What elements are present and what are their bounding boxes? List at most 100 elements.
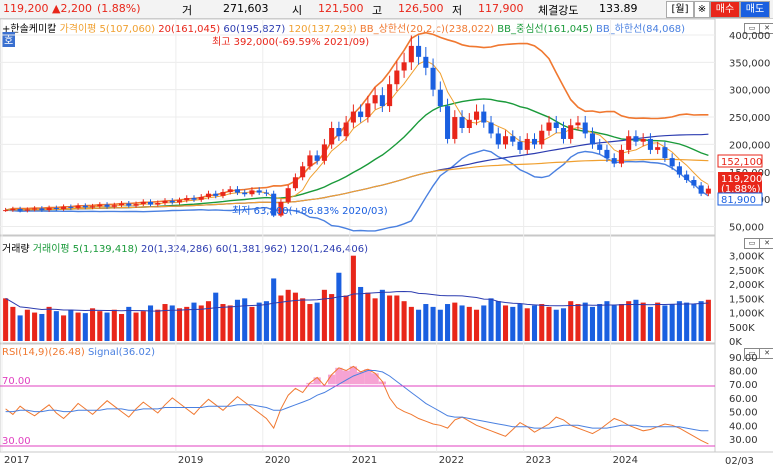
volume-bar (597, 304, 603, 341)
sell-button[interactable]: 매도 (740, 1, 770, 18)
volume-bar (676, 301, 682, 341)
volume-bar (618, 304, 624, 341)
volume-title: 거래량 (2, 244, 30, 255)
buy-button[interactable]: 매수 (710, 1, 740, 18)
candle-body (292, 177, 298, 189)
volume-bar (140, 311, 146, 341)
volume-bar (633, 299, 639, 341)
time-tick-label: 2024 (613, 455, 638, 466)
candle-body (575, 122, 581, 126)
candle-body (705, 188, 711, 194)
candle-body (82, 205, 88, 208)
volume-tick-label: 2,500K (729, 266, 765, 277)
vol-legend-ma60: 60(1,381,962) (215, 244, 288, 255)
volume-bar (3, 298, 9, 341)
time-tick-label: 2019 (178, 455, 203, 466)
candle-body (176, 200, 183, 203)
price-tick-label: 400,000 (729, 31, 770, 42)
volume-bar (24, 309, 30, 341)
candle-body (321, 144, 327, 161)
time-tick-label: 2020 (265, 455, 290, 466)
candle-body (655, 147, 661, 150)
volume-bar (502, 305, 509, 341)
volume-bar (111, 309, 117, 341)
volume-bar (560, 308, 567, 341)
volume-bar (408, 306, 414, 341)
candle-body (97, 204, 103, 207)
candle-body (358, 111, 364, 118)
candle-body (111, 205, 117, 207)
price-tick-label: 300,000 (729, 86, 770, 97)
volume-bar (416, 309, 422, 341)
rsi-overbought-fill (371, 373, 379, 385)
candle-body (626, 136, 632, 150)
ma20-line (5, 98, 709, 211)
volume-tick-label: 3,000K (729, 252, 765, 263)
price-tick-label: 250,000 (729, 113, 770, 124)
period-button[interactable]: [월] (666, 1, 694, 18)
candle-body (553, 122, 559, 128)
candle-body (510, 136, 516, 142)
bb-lower-line (5, 149, 709, 232)
max-annotation: 최고 392,000(-69.59% 2021/09) (212, 36, 369, 48)
candle-body (524, 138, 530, 150)
volume-bar (234, 299, 240, 341)
volume-bar (97, 311, 103, 341)
candle-body (539, 130, 545, 145)
volume-bar (394, 295, 400, 341)
legend-bb-mid: BB_중심선(161,045) (497, 24, 593, 35)
volume-bar (495, 301, 501, 341)
volume-bar (278, 295, 284, 341)
volume-bar (126, 306, 132, 341)
volume-bar (684, 302, 690, 341)
candle-body (234, 189, 240, 193)
legend-ma5: 가격이평 5(107,060) (59, 24, 156, 35)
candle-body (263, 192, 269, 194)
rsi-tick-label: 70.00 (729, 380, 758, 391)
vol-legend-ma5: 거래이평 5(1,139,418) (32, 244, 138, 255)
candle-body (227, 189, 233, 193)
volume-bar (321, 289, 327, 341)
candle-body (3, 210, 9, 212)
candle-body (46, 207, 52, 211)
volume-bar (205, 301, 212, 341)
candle-body (68, 206, 74, 208)
gear-icon[interactable]: ※ (694, 1, 710, 18)
candle-body (191, 198, 197, 200)
candle-body (329, 128, 335, 145)
time-tick-label: 2021 (352, 455, 377, 466)
candle-body (133, 204, 139, 206)
volume-bar (691, 304, 697, 341)
time-tick-label: 2023 (526, 455, 551, 466)
candle-body (481, 111, 487, 123)
candle-body (198, 196, 204, 200)
ma20-tag: 152,100 (721, 157, 762, 168)
volume-bar (169, 305, 175, 341)
price-change: ▲2,200 (52, 2, 92, 15)
rsi-close-icon[interactable]: ✕ (759, 348, 773, 359)
candle-body (582, 122, 588, 134)
panel-close-icon[interactable]: ✕ (759, 23, 773, 34)
low-value: 117,900 (478, 2, 524, 15)
volume-bar (358, 286, 364, 341)
candle-body (126, 203, 132, 206)
candle-body (61, 206, 67, 210)
volume-ma-line (5, 290, 709, 312)
candle-body (517, 141, 523, 150)
volume-bar (213, 292, 219, 341)
vol-close-icon[interactable]: ✕ (759, 238, 773, 249)
volume-legend: 거래량 거래이평 5(1,139,418) 20(1,324,286) 60(1… (2, 240, 368, 255)
rsi-overbought-fill (349, 366, 357, 385)
volume-bar (531, 305, 538, 341)
candle-body (560, 128, 567, 139)
rsi-overbought-fill (313, 377, 321, 385)
volume-bar (365, 292, 371, 341)
rsi-overbought-fill (378, 381, 386, 385)
candle-body (213, 193, 219, 196)
open-label: 시 (292, 4, 303, 17)
volume-bar (133, 312, 139, 341)
rsi-legend-signal: Signal(36.02) (87, 347, 156, 358)
candle-body (437, 89, 443, 107)
volume-bar (285, 289, 291, 341)
candle-body (597, 144, 603, 150)
